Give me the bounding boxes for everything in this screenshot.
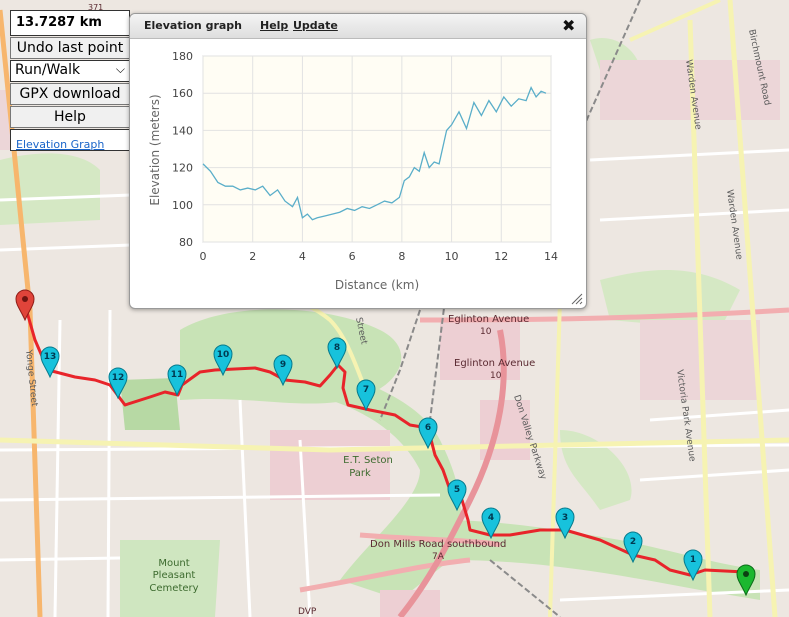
elevation-series-line	[202, 86, 547, 221]
chart-x-tick-label: 2	[249, 250, 256, 263]
chart-y-axis-label: Elevation (meters)	[148, 94, 162, 205]
route-marker-9[interactable]: 9	[273, 354, 293, 387]
route-marker-4[interactable]: 4	[481, 507, 501, 540]
map-label-eglinton-1: Eglinton Avenue	[448, 314, 529, 325]
route-marker-13[interactable]: 13	[40, 346, 60, 379]
chart-x-tick-label: 8	[398, 250, 405, 263]
route-marker-label: 6	[425, 423, 431, 433]
elevation-window-title: Elevation graph	[144, 19, 243, 32]
gpx-download-button[interactable]: GPX download	[10, 83, 130, 105]
route-marker-8[interactable]: 8	[327, 337, 347, 370]
marker-pin-icon	[623, 531, 643, 564]
map-label-seton-park: Park	[349, 468, 371, 479]
chart-x-tick-label: 14	[544, 250, 558, 263]
route-marker-label: 3	[562, 513, 568, 523]
map-label-don-mills: Don Mills Road southbound	[370, 539, 506, 550]
route-marker-label: 5	[454, 485, 460, 495]
route-marker-label: 8	[334, 343, 340, 353]
route-line	[23, 304, 746, 577]
route-marker-6[interactable]: 6	[418, 417, 438, 450]
distance-readout: 13.7287 km	[10, 10, 130, 36]
map-label-seton: E.T. Seton	[343, 455, 393, 466]
marker-pin-icon	[447, 479, 467, 512]
route-marker-12[interactable]: 12	[108, 367, 128, 400]
marker-pin-icon	[356, 379, 376, 412]
marker-pin-icon	[108, 367, 128, 400]
marker-pin-icon	[327, 337, 347, 370]
route-marker-5[interactable]: 5	[447, 479, 467, 512]
chart-x-tick-label: 4	[299, 250, 306, 263]
chart-x-tick-label: 10	[445, 250, 459, 263]
route-end-marker[interactable]	[15, 289, 35, 322]
marker-pin-icon	[481, 507, 501, 540]
chart-y-tick-label: 120	[172, 162, 193, 175]
chart-x-tick-label: 6	[349, 250, 356, 263]
marker-pin-icon	[273, 354, 293, 387]
route-marker-11[interactable]: 11	[167, 364, 187, 397]
route-marker-label: 7	[363, 385, 369, 395]
close-icon[interactable]: ✖	[562, 16, 576, 35]
chart-y-tick-label: 100	[172, 199, 193, 212]
marker-pin-icon	[213, 344, 233, 377]
route-marker-label: 2	[630, 537, 636, 547]
chart-plot-area	[202, 55, 552, 243]
resize-handle-icon[interactable]	[571, 293, 583, 305]
map-label-eglinton-2: Eglinton Avenue	[454, 358, 535, 369]
route-marker-label: 4	[488, 513, 494, 523]
map-label-don-mills-num: 7A	[432, 552, 445, 562]
control-panel: 13.7287 km Undo last point Run/Walk ⌵ GP…	[10, 10, 130, 151]
elevation-help-link[interactable]: Help	[260, 19, 289, 32]
map-label-cemetery: Cemetery	[149, 583, 198, 594]
elevation-chart: 80 100 120 140 160 180 0 2 4 6 8 10 12 14 Elevation …	[148, 50, 558, 292]
map-label-eglinton-1-num: 10	[480, 327, 492, 337]
map-label-pleasant: Pleasant	[153, 570, 196, 581]
route-marker-label: 1	[690, 555, 696, 565]
marker-pin-icon	[167, 364, 187, 397]
chart-y-tick-label: 80	[179, 236, 193, 249]
chart-x-tick-label: 12	[494, 250, 508, 263]
chart-y-tick-label: 180	[172, 50, 193, 63]
route-marker-7[interactable]: 7	[356, 379, 376, 412]
route-marker-label: 13	[44, 352, 57, 362]
chart-x-tick-label: 0	[200, 250, 207, 263]
route-marker-10[interactable]: 10	[213, 344, 233, 377]
marker-pin-icon	[555, 507, 575, 540]
route-marker-label: 12	[112, 373, 125, 383]
map-label-eglinton-2-num: 10	[490, 371, 502, 381]
route-marker-label: 9	[280, 360, 286, 370]
map-label-mount: Mount	[158, 558, 189, 569]
elevation-update-link[interactable]: Update	[293, 19, 338, 32]
chart-y-tick-label: 160	[172, 87, 193, 100]
route-marker-1[interactable]: 1	[683, 549, 703, 582]
route-marker-3[interactable]: 3	[555, 507, 575, 540]
elevation-graph-link[interactable]: Elevation Graph	[16, 138, 105, 151]
chart-x-axis-label: Distance (km)	[335, 278, 419, 292]
chart-y-tick-label: 140	[172, 124, 193, 137]
chevron-down-icon: ⌵	[115, 62, 125, 76]
marker-pin-icon	[418, 417, 438, 450]
elevation-graph-window: Elevation graph Help Update ✖ 80 100 120 14…	[129, 13, 587, 309]
help-button[interactable]: Help	[10, 106, 130, 128]
undo-last-point-button[interactable]: Undo last point	[10, 37, 130, 59]
activity-mode-select[interactable]: Run/Walk ⌵	[10, 60, 130, 82]
route-marker-2[interactable]: 2	[623, 531, 643, 564]
route-start-marker[interactable]	[736, 564, 756, 597]
activity-mode-value: Run/Walk	[15, 62, 81, 78]
elevation-link-box: Elevation Graph	[10, 129, 130, 151]
map-label-dvp: DVP	[298, 607, 317, 617]
route-marker-label: 10	[217, 350, 230, 360]
elevation-window-header[interactable]: Elevation graph Help Update ✖	[130, 14, 586, 39]
route-marker-label: 11	[171, 370, 184, 380]
map-label-hwy: 371	[88, 3, 103, 12]
marker-pin-icon	[683, 549, 703, 582]
marker-pin-icon	[40, 346, 60, 379]
